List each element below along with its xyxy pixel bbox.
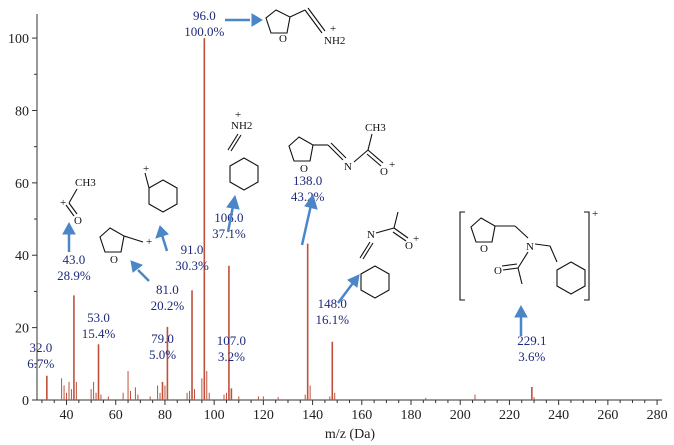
y-tick-label: 80 (15, 104, 29, 119)
x-tick-label: 100 (204, 408, 225, 423)
x-tick-label: 220 (499, 408, 520, 423)
peak-label-mz: 53.0 (87, 310, 110, 325)
x-tick-label: 280 (647, 408, 668, 423)
y-tick-label: 20 (15, 322, 29, 337)
s229-o2-atom: O (494, 265, 502, 277)
peak-label-pct: 37.1% (212, 226, 246, 241)
peak-label-mz: 43.0 (63, 252, 86, 267)
s43-ch3: CH3 (75, 177, 96, 189)
structure-229: + O N O (459, 208, 598, 301)
s148-charge: + (413, 233, 419, 245)
peak-label-mz: 79.0 (151, 331, 174, 346)
x-tick-label: 260 (597, 408, 618, 423)
s138-n-atom: N (344, 161, 352, 173)
peak-label-mz: 229.1 (517, 333, 546, 348)
s96-charge: + (330, 23, 336, 35)
x-tick-label: 180 (401, 408, 422, 423)
peak-label-pct: 43.2% (291, 189, 325, 204)
peak-label-pct: 3.6% (518, 349, 545, 364)
x-tick-label: 160 (351, 408, 372, 423)
peak-label-pct: 100.0% (184, 24, 224, 39)
peak-label-pct: 20.2% (151, 298, 185, 313)
axes (36, 14, 662, 401)
ticks: 40 60 80 100 120 140 160 180 200 220 240 260 280 0 20 4… (8, 32, 668, 423)
structure-43: CH3 O + (60, 177, 96, 227)
peak-label-pct: 3.2% (218, 349, 245, 364)
peak-label-pct: 5.0% (149, 347, 176, 362)
y-tick-label: 0 (22, 394, 29, 409)
arrow-229 (514, 304, 528, 336)
arrow-91 (155, 225, 169, 252)
y-tick-label: 100 (8, 32, 29, 47)
s106-charge: + (235, 109, 241, 121)
s229-n-atom: N (526, 241, 534, 253)
s138-o-atom: O (300, 163, 308, 175)
s81-charge: + (146, 236, 152, 248)
structure-81: O + (99, 227, 152, 266)
arrow-138 (300, 193, 318, 246)
s148-o-atom: O (405, 240, 413, 252)
peak-label-mz: 106.0 (214, 210, 243, 225)
s138-ch3: CH3 (365, 122, 386, 134)
s138-charge: + (389, 159, 395, 171)
peak-label-mz: 96.0 (193, 8, 216, 23)
arrow-148 (337, 274, 360, 304)
peak-label-pct: 28.9% (57, 268, 91, 283)
arrow-43 (62, 221, 76, 252)
structure-138: O N CH3 O + (288, 122, 395, 178)
s91-charge: + (143, 163, 149, 175)
s138-o2-atom: O (380, 166, 388, 178)
s106-nh2-label: NH2 (231, 120, 252, 132)
peak-label-mz: 32.0 (29, 340, 52, 355)
s96-o-atom: O (279, 33, 287, 45)
bars (46, 38, 535, 400)
x-tick-label: 240 (548, 408, 569, 423)
structure-106: NH2 + (227, 109, 259, 191)
y-tick-label: 60 (15, 177, 29, 192)
peak-labels: 32.06.7% 43.028.9% 53.015.4% 79.05.0% 81.020… (27, 8, 546, 371)
arrow-96 (225, 13, 263, 27)
x-tick-label: 120 (253, 408, 274, 423)
x-tick-label: 140 (302, 408, 323, 423)
peak-label-mz: 81.0 (156, 282, 179, 297)
s148-n-atom: N (367, 229, 375, 241)
s43-charge: + (60, 197, 66, 209)
x-tick-label: 40 (60, 408, 74, 423)
peak-label-pct: 6.7% (27, 356, 54, 371)
s81-o-atom: O (110, 254, 118, 266)
peak-label-mz: 107.0 (217, 333, 246, 348)
s229-charge: + (592, 208, 598, 220)
peak-label-mz: 91.0 (181, 242, 204, 257)
peak-label-pct: 16.1% (315, 312, 349, 327)
x-tick-label: 80 (158, 408, 172, 423)
x-axis-label: m/z (Da) (325, 427, 375, 442)
y-tick-label: 40 (15, 249, 29, 264)
s43-o-atom: O (74, 215, 82, 227)
arrow-106 (226, 194, 240, 233)
peak-label-pct: 30.3% (175, 258, 209, 273)
x-tick-label: 200 (450, 408, 471, 423)
structure-96: O NH2 + (265, 7, 345, 47)
s96-nh2-label: NH2 (324, 35, 345, 47)
structure-148: N O + (359, 211, 419, 299)
x-tick-label: 60 (109, 408, 123, 423)
s229-o-atom: O (480, 243, 488, 255)
annotation-arrows (62, 13, 528, 336)
peak-label-pct: 15.4% (82, 326, 116, 341)
structure-91: + (143, 163, 178, 213)
arrow-81 (130, 260, 150, 282)
peak-label-mz: 138.0 (293, 173, 322, 188)
